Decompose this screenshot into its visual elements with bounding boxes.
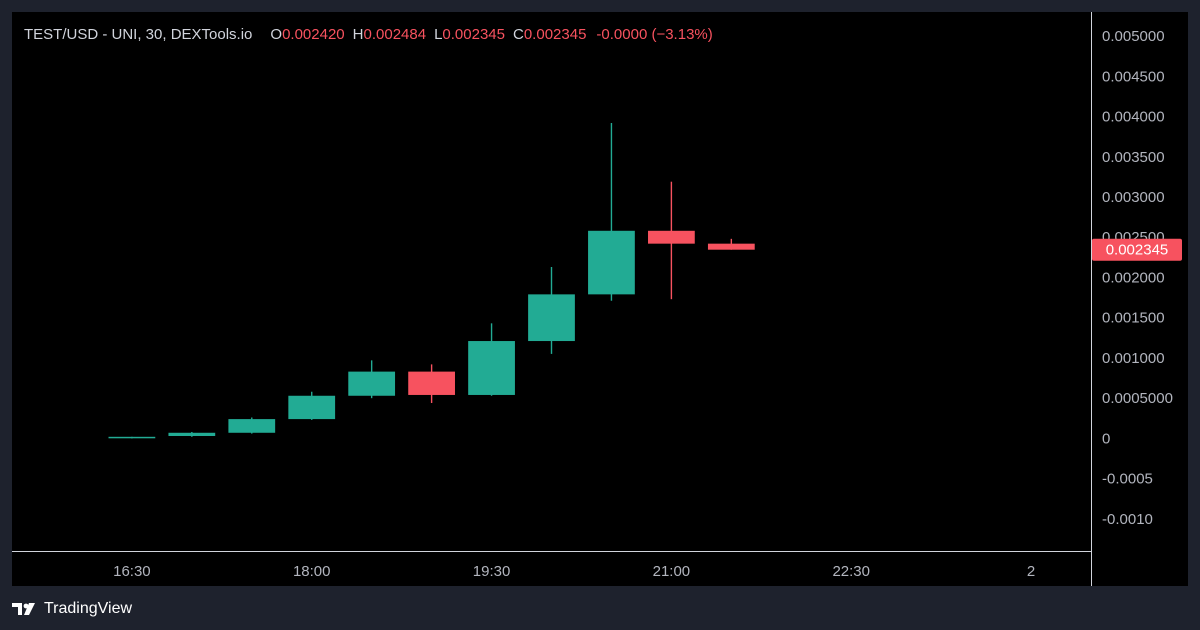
- candle-body: [348, 371, 396, 396]
- candle[interactable]: [408, 364, 455, 404]
- y-tick-label: -0.0005: [1102, 471, 1153, 488]
- candle[interactable]: [168, 431, 216, 437]
- candle-body: [528, 294, 575, 342]
- price-axis[interactable]: 0.005000 0.004500 0.004000 0.003500 0.003000…: [1102, 28, 1173, 528]
- close-key: C: [513, 25, 524, 43]
- chart-background: [12, 12, 1188, 586]
- x-tick-label: 18:00: [293, 563, 331, 580]
- x-tick-label: 19:30: [473, 563, 511, 580]
- high-value: 0.002484: [363, 25, 427, 43]
- candle[interactable]: [707, 238, 755, 250]
- y-tick-label: 0.005000: [1102, 28, 1165, 45]
- change-value: -0.0000 (−3.13%): [596, 25, 713, 43]
- x-tick-label: 16:30: [113, 563, 151, 580]
- low-key: L: [434, 25, 443, 43]
- symbol-label[interactable]: TEST/USD - UNI, 30, DEXTools.io: [24, 25, 253, 43]
- candle[interactable]: [588, 122, 635, 301]
- candlestick-chart[interactable]: 0.005000 0.004500 0.004000 0.003500 0.003000…: [12, 12, 1188, 586]
- candle-body: [168, 432, 216, 436]
- y-tick-label: 0.001000: [1102, 350, 1165, 367]
- candle[interactable]: [228, 417, 276, 434]
- y-tick-label: 0.004000: [1102, 109, 1165, 126]
- open-value: 0.002420: [282, 25, 345, 43]
- candle-body: [288, 395, 336, 420]
- candle[interactable]: [288, 391, 336, 420]
- candle[interactable]: [468, 323, 515, 396]
- x-tick-label: 21:00: [653, 563, 691, 580]
- y-tick-label: 0: [1102, 430, 1110, 447]
- candle-body: [707, 243, 755, 250]
- x-tick-label: 22:30: [832, 563, 870, 580]
- ohlc-legend: TEST/USD - UNI, 30, DEXTools.io O 0.00242…: [24, 24, 713, 44]
- brand-label[interactable]: TradingView: [44, 600, 133, 617]
- chart-frame: 0.005000 0.004500 0.004000 0.003500 0.003000…: [12, 12, 1188, 586]
- y-tick-label: 0.0005000: [1102, 390, 1173, 407]
- tradingview-logo-icon[interactable]: [12, 601, 38, 617]
- candle-body: [408, 371, 455, 395]
- last-price-marker: 0.002345: [1092, 238, 1182, 261]
- last-price-label: 0.002345: [1106, 242, 1169, 259]
- candle[interactable]: [528, 267, 575, 354]
- candle-body: [228, 419, 276, 433]
- candle[interactable]: [108, 436, 156, 439]
- candle[interactable]: [648, 181, 695, 300]
- candles-group: [108, 122, 755, 439]
- time-axis[interactable]: 16:30 18:00 19:30 21:00 22:30 2: [113, 563, 1035, 580]
- candle-body: [108, 436, 156, 439]
- last-price-box: [1092, 238, 1182, 261]
- candle-body: [588, 230, 635, 295]
- x-tick-label: 2: [1027, 563, 1035, 580]
- footer: TradingView: [12, 596, 132, 622]
- close-value: 0.002345: [523, 25, 587, 43]
- y-tick-label: 0.003000: [1102, 189, 1165, 206]
- open-key: O: [270, 25, 283, 43]
- y-tick-label: 0.003500: [1102, 149, 1165, 166]
- y-tick-label: 0.001500: [1102, 310, 1165, 327]
- low-value: 0.002345: [442, 25, 505, 43]
- y-tick-label: 0.002000: [1102, 269, 1165, 286]
- y-tick-label: -0.0010: [1102, 511, 1153, 528]
- candle[interactable]: [348, 360, 396, 399]
- candle-body: [468, 341, 515, 395]
- candle-body: [648, 230, 695, 244]
- high-key: H: [352, 25, 364, 43]
- y-tick-label: 0.004500: [1102, 68, 1165, 85]
